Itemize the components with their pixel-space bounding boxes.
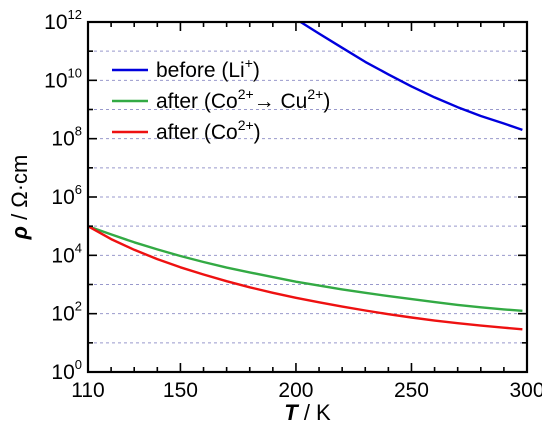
y-tick-base: 10	[51, 186, 74, 209]
x-axis-symbol: T	[284, 400, 299, 425]
y-tick-label: 1010	[44, 65, 82, 92]
y-tick-label: 102	[51, 299, 82, 326]
y-tick-exponent: 2	[75, 299, 82, 314]
series-lines	[87, 20, 523, 331]
legend: before (Li+)after (Co2+→ Cu2+)after (Co2…	[112, 55, 330, 144]
x-tick-label: 110	[71, 379, 104, 402]
y-tick-base: 10	[51, 361, 74, 384]
legend-text-part: )	[323, 90, 330, 113]
y-axis-title: ρ / Ω·cm	[7, 155, 32, 241]
legend-text-part: )	[254, 121, 261, 144]
legend-text-part: → Cu	[254, 90, 308, 113]
legend-text-part: )	[253, 59, 260, 82]
y-tick-exponent: 6	[75, 182, 82, 197]
x-tick-label: 250	[394, 379, 429, 402]
y-tick-label: 104	[51, 240, 82, 267]
legend-text-part: before (Li	[156, 59, 245, 82]
legend-text-part: 2+	[238, 117, 254, 133]
legend-text-part: 2+	[238, 86, 254, 102]
y-tick-base: 10	[51, 244, 74, 267]
y-tick-label: 100	[51, 357, 82, 384]
legend-text-part: after (Co	[156, 90, 238, 113]
y-tick-exponent: 8	[75, 124, 82, 139]
legend-entry: after (Co2+)	[156, 117, 261, 144]
y-tick-exponent: 0	[75, 357, 82, 372]
x-tick-label: 200	[278, 379, 313, 402]
y-tick-exponent: 4	[75, 240, 82, 255]
y-tick-base: 10	[44, 11, 67, 34]
y-tick-base: 10	[51, 303, 74, 326]
series-line	[87, 225, 523, 312]
y-tick-label: 108	[51, 124, 82, 151]
y-axis-unit: / Ω·cm	[7, 155, 32, 226]
x-axis-title: T / K	[284, 400, 331, 425]
y-tick-label: 106	[51, 182, 82, 209]
legend-text-part: +	[245, 55, 253, 71]
legend-entry: after (Co2+→ Cu2+)	[156, 86, 330, 113]
legend-entry: before (Li+)	[156, 55, 260, 82]
y-axis-symbol: ρ	[7, 226, 32, 240]
y-tick-base: 10	[44, 69, 67, 92]
series-line	[299, 20, 523, 132]
x-tick-label: 300	[509, 379, 542, 402]
y-tick-exponent: 12	[68, 7, 82, 22]
legend-text-part: 2+	[307, 86, 323, 102]
y-tick-label: 1012	[44, 7, 82, 34]
y-tick-exponent: 10	[68, 65, 82, 80]
axis-ticks	[88, 22, 527, 372]
gridlines	[88, 50, 527, 344]
legend-text-part: after (Co	[156, 121, 238, 144]
x-axis-unit: / K	[298, 400, 331, 425]
x-tick-label: 150	[163, 379, 198, 402]
y-tick-base: 10	[51, 128, 74, 151]
series-line	[87, 225, 523, 331]
